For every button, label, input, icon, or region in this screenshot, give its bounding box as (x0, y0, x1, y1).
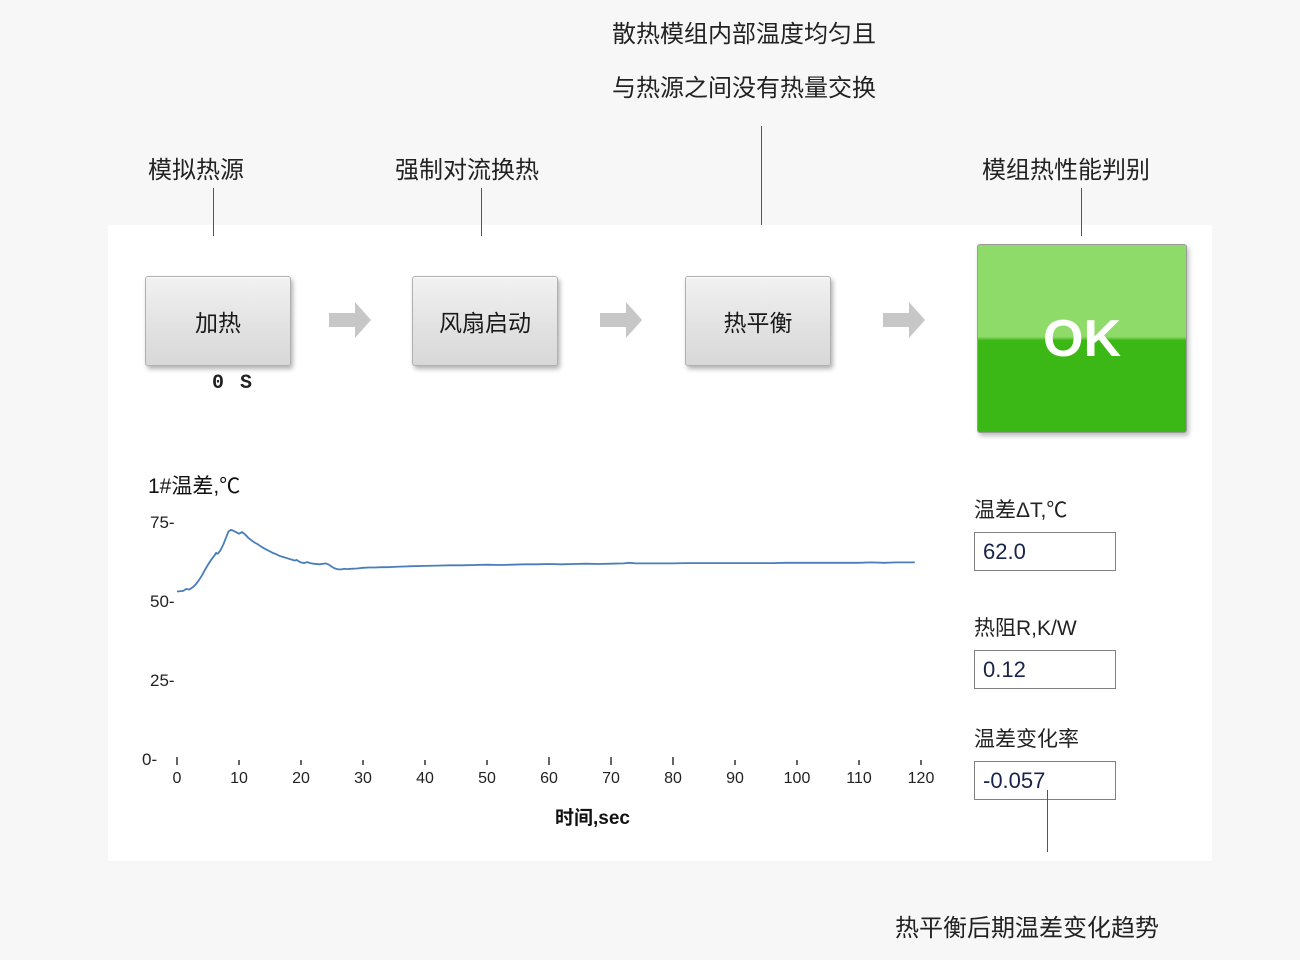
svg-text:50: 50 (478, 770, 496, 787)
svg-text:25-: 25- (150, 671, 175, 690)
svg-text:110: 110 (846, 770, 872, 787)
svg-text:90: 90 (726, 770, 744, 787)
svg-text:10: 10 (230, 770, 248, 787)
svg-text:120: 120 (908, 770, 935, 787)
svg-text:0-: 0- (142, 750, 157, 769)
svg-text:40: 40 (416, 770, 434, 787)
svg-text:60: 60 (540, 770, 558, 787)
svg-text:0: 0 (173, 770, 182, 787)
svg-text:30: 30 (354, 770, 372, 787)
svg-text:80: 80 (664, 770, 682, 787)
svg-text:20: 20 (292, 770, 310, 787)
svg-text:75-: 75- (150, 513, 175, 532)
svg-text:70: 70 (602, 770, 620, 787)
svg-text:50-: 50- (150, 592, 175, 611)
svg-text:100: 100 (784, 770, 811, 787)
